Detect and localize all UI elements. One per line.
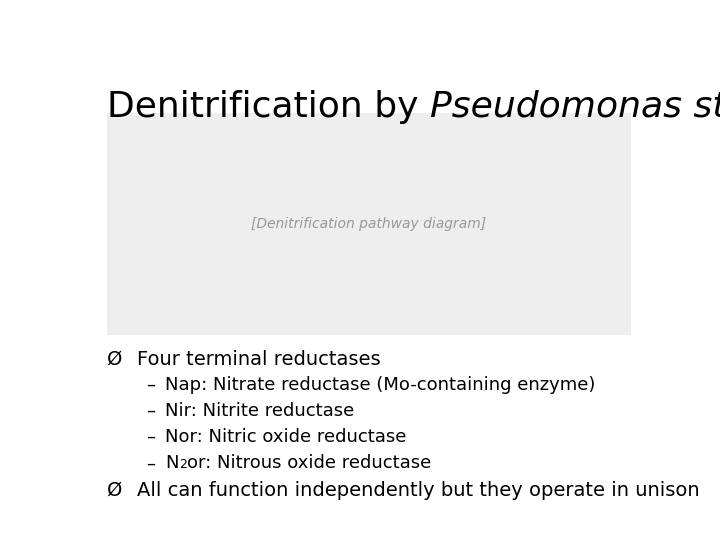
- Text: All can function independently but they operate in unison: All can function independently but they …: [138, 481, 700, 500]
- Text: –: –: [145, 428, 155, 446]
- Bar: [107, 113, 631, 335]
- Text: 2: 2: [179, 458, 186, 471]
- Text: –: –: [145, 402, 155, 420]
- Text: Nor: Nitric oxide reductase: Nor: Nitric oxide reductase: [166, 428, 407, 446]
- Text: Four terminal reductases: Four terminal reductases: [138, 349, 381, 369]
- Text: N: N: [166, 454, 179, 472]
- Text: Pseudomonas stutzeri: Pseudomonas stutzeri: [430, 90, 720, 124]
- Text: Nap: Nitrate reductase (Mo-containing enzyme): Nap: Nitrate reductase (Mo-containing en…: [166, 376, 595, 394]
- Text: [Denitrification pathway diagram]: [Denitrification pathway diagram]: [251, 217, 487, 231]
- Text: Ø: Ø: [107, 481, 122, 500]
- Text: Nir: Nitrite reductase: Nir: Nitrite reductase: [166, 402, 354, 420]
- Text: Denitrification by: Denitrification by: [107, 90, 430, 124]
- Text: –: –: [145, 376, 155, 394]
- Text: –: –: [145, 454, 155, 472]
- Text: Ø: Ø: [107, 349, 122, 369]
- Text: or: Nitrous oxide reductase: or: Nitrous oxide reductase: [186, 454, 431, 472]
